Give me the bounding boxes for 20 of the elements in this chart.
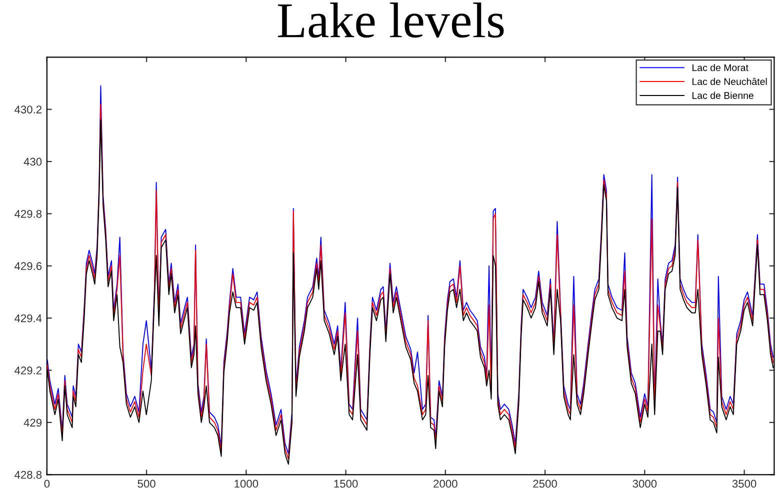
- x-tick-label: 2000: [434, 480, 458, 488]
- x-tick-label: 3000: [632, 480, 657, 488]
- x-tick-label: 0: [44, 480, 50, 488]
- y-tick-label: 430.2: [14, 106, 42, 114]
- y-tick-label: 429.2: [14, 366, 42, 374]
- x-tick-label: 1500: [334, 480, 358, 488]
- y-tick-label: 429.6: [14, 262, 42, 270]
- legend-label: Lac de Neuchâtel: [692, 78, 767, 86]
- y-tick-label: 430: [24, 158, 42, 166]
- x-tick-label: 500: [138, 480, 156, 488]
- legend-label: Lac de Morat: [692, 64, 748, 72]
- legend-label: Lac de Bienne: [692, 92, 754, 99]
- x-tick-label: 2500: [533, 480, 557, 488]
- y-tick-label: 428.8: [14, 470, 42, 479]
- x-tick-label: 3500: [732, 480, 756, 488]
- y-tick-label: 429.8: [14, 210, 42, 218]
- y-tick-label: 429: [24, 418, 42, 427]
- y-tick-label: 429.4: [14, 314, 42, 322]
- x-tick-label: 1000: [234, 480, 258, 488]
- chart-title: Lake levels: [278, 2, 504, 38]
